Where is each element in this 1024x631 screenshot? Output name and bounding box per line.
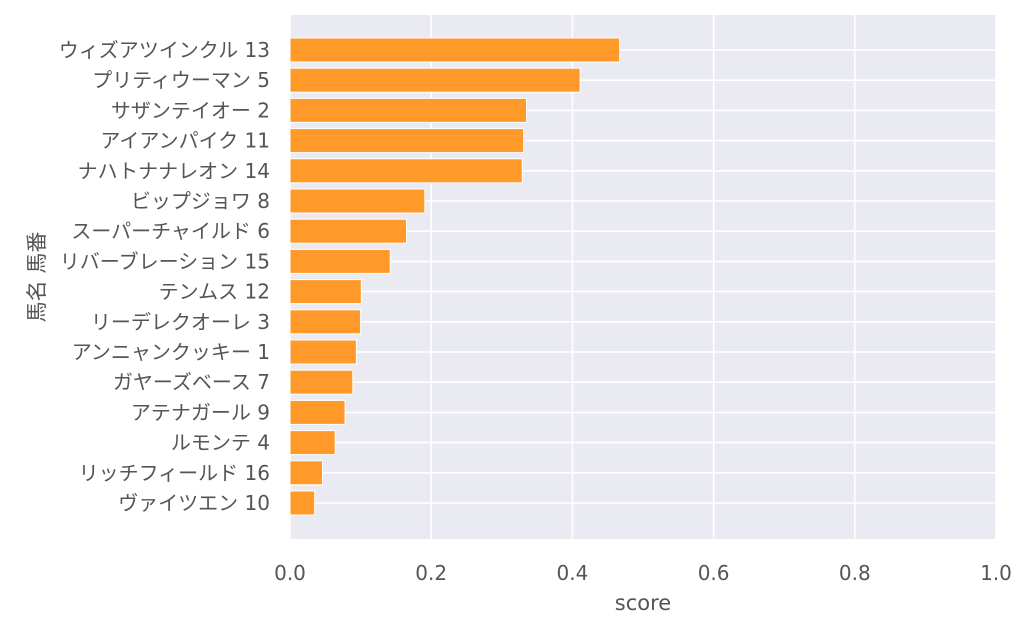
- category-label: アテナガール 9: [131, 400, 270, 424]
- category-label: リッチフィールド 16: [79, 461, 270, 485]
- bar: [289, 279, 362, 305]
- bar: [289, 339, 357, 365]
- category-label: アイアンパイク 11: [100, 129, 270, 153]
- category-label: サザンテイオー 2: [111, 98, 270, 122]
- bars: [289, 37, 621, 516]
- bar: [289, 430, 336, 456]
- category-label: テンムス 12: [159, 280, 270, 304]
- category-label: ウィズアツインクル 13: [59, 38, 270, 62]
- x-tick-label: 0.6: [698, 561, 730, 585]
- category-label: ナハトナナレオン 14: [78, 159, 270, 183]
- x-tick-label: 1.0: [980, 561, 1012, 585]
- bar: [289, 97, 528, 123]
- bar: [289, 218, 407, 244]
- bar: [289, 399, 346, 425]
- x-tick-labels: 0.0 0.2 0.4 0.6 0.8 1.0: [274, 561, 1012, 585]
- x-axis-title: score: [615, 591, 671, 615]
- category-label: ガヤーズベース 7: [113, 370, 270, 394]
- plot-background: [290, 15, 996, 539]
- x-tick-label: 0.8: [839, 561, 871, 585]
- x-tick-label: 0.0: [274, 561, 306, 585]
- category-label: プリティウーマン 5: [92, 68, 270, 92]
- bar: [289, 369, 354, 395]
- y-axis-title: 馬名 馬番: [25, 232, 49, 323]
- bar: [289, 188, 426, 214]
- category-label: リーデレクオーレ 3: [91, 310, 270, 334]
- bar: [289, 490, 316, 516]
- category-label: ルモンテ 4: [171, 431, 270, 455]
- category-label: アンニャンクッキー 1: [72, 340, 270, 364]
- category-labels: ウィズアツインクル 13 プリティウーマン 5 サザンテイオー 2 アイアンパイク 1…: [59, 38, 270, 515]
- bar: [289, 158, 523, 184]
- bar: [289, 460, 323, 486]
- bar: [289, 67, 581, 93]
- x-tick-label: 0.4: [556, 561, 588, 585]
- category-label: スーパーチャイルド 6: [71, 219, 270, 243]
- bar: [289, 37, 621, 63]
- bar: [289, 309, 362, 335]
- bar: [289, 128, 525, 154]
- category-label: ビップジョワ 8: [131, 189, 270, 213]
- category-label: ヴァイツエン 10: [118, 491, 270, 515]
- bar: [289, 248, 391, 274]
- category-label: リバーブレーション 15: [60, 249, 270, 273]
- x-tick-label: 0.2: [415, 561, 447, 585]
